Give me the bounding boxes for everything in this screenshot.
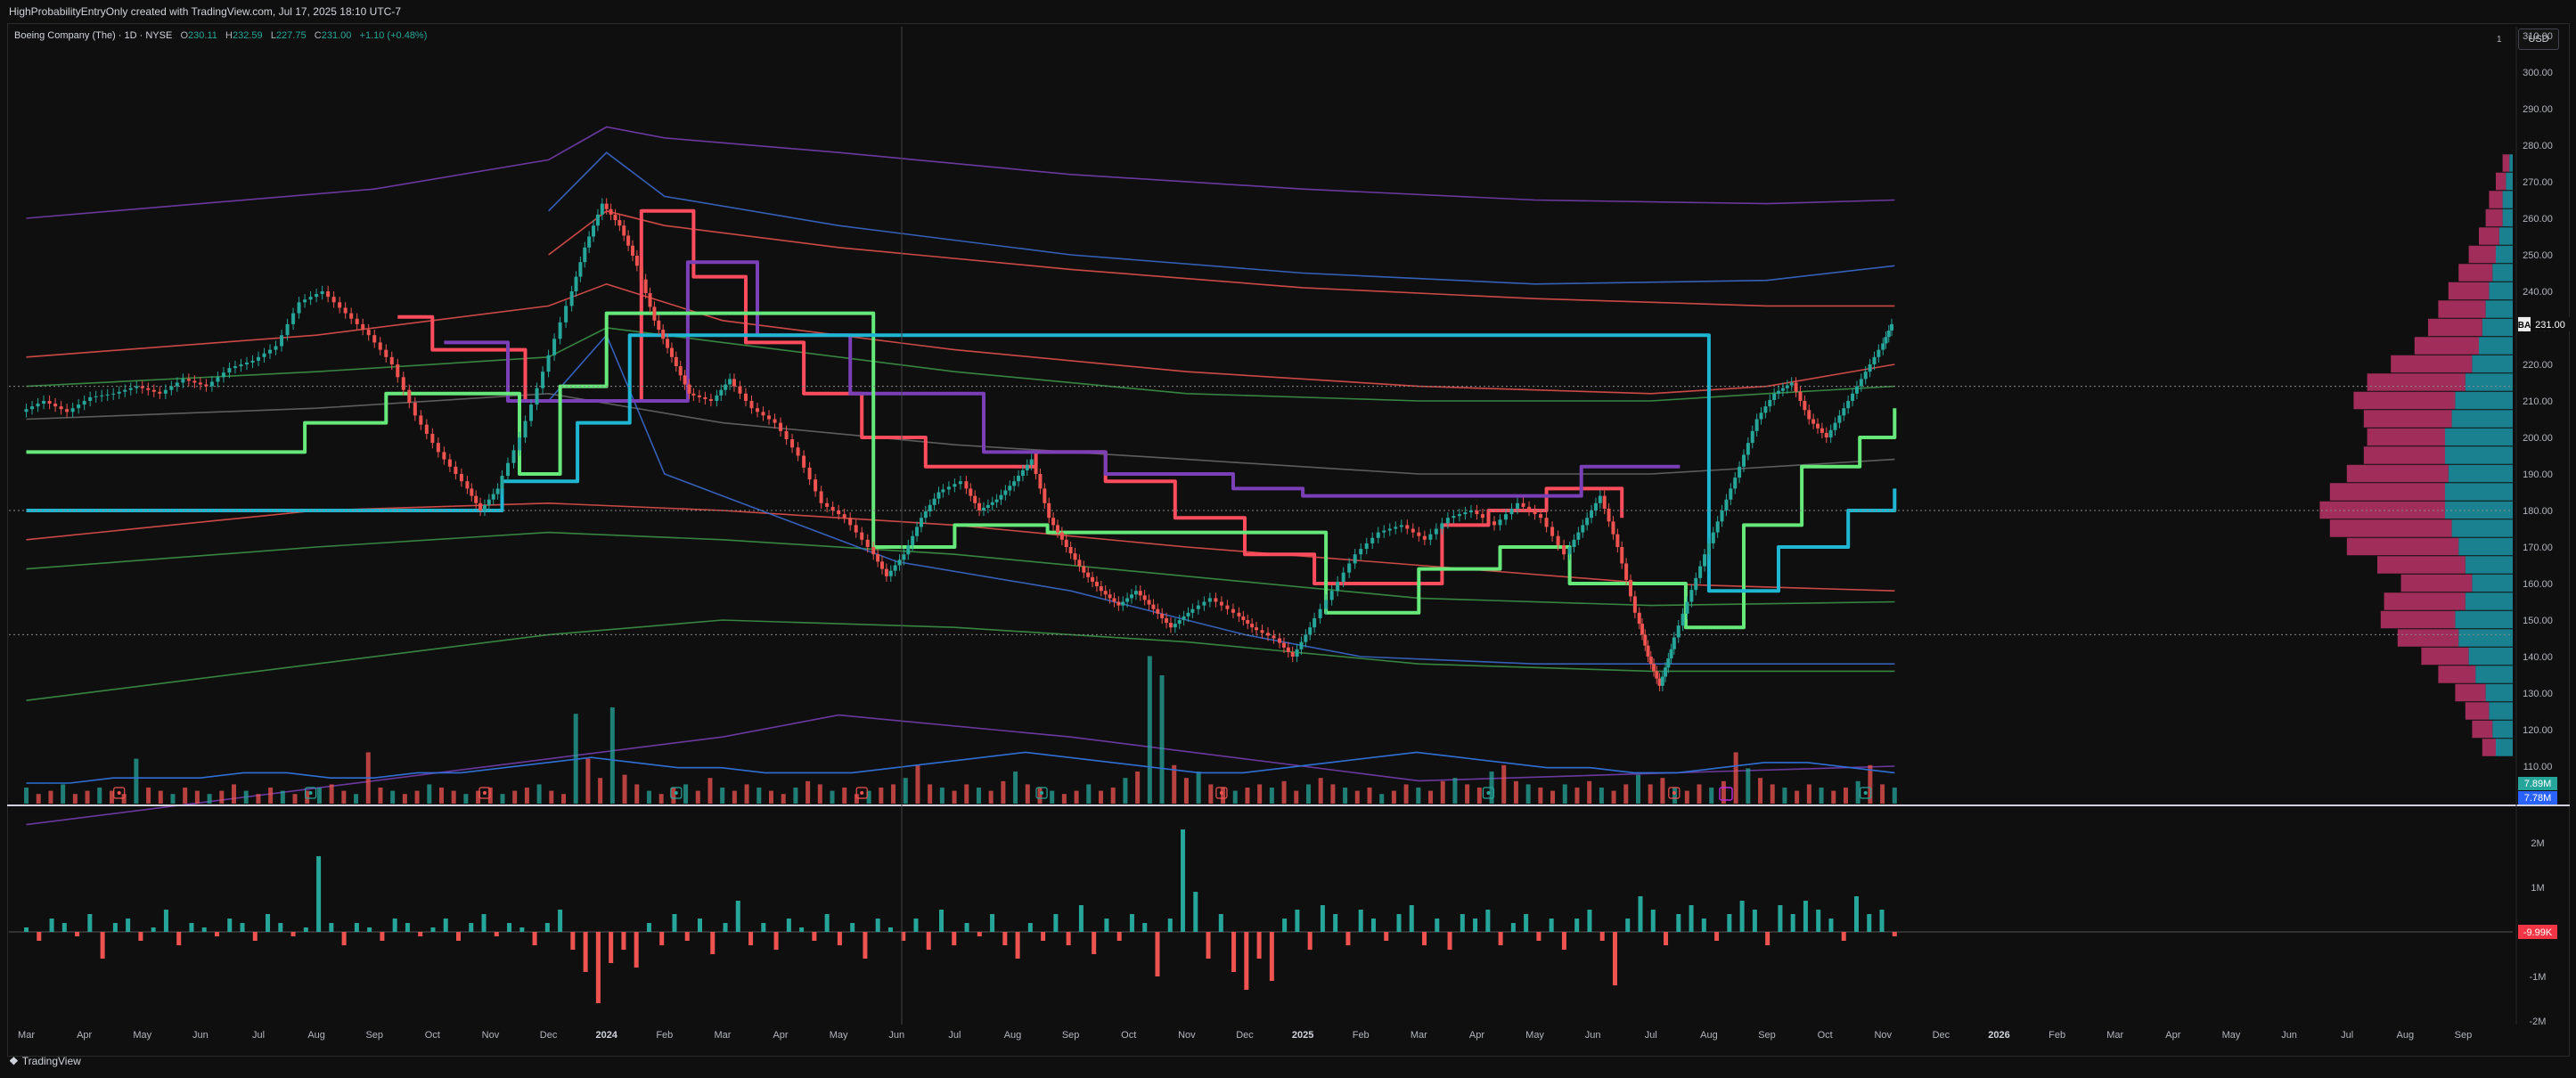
high-value: 232.59 <box>232 30 263 41</box>
symbol-legend: Boeing Company (The) · 1D · NYSE O230.11… <box>14 30 427 41</box>
tv-logo-icon: ❖ <box>9 1055 19 1067</box>
symbol-name[interactable]: Boeing Company (The) · 1D · NYSE <box>14 30 173 41</box>
close-label: C <box>314 30 322 41</box>
top-bar: HighProbabilityEntryOnly created with Tr… <box>0 0 2576 23</box>
chart-caption: HighProbabilityEntryOnly created with Tr… <box>9 5 401 18</box>
chart-frame <box>7 23 2570 1057</box>
close-value: 231.00 <box>321 30 352 41</box>
open-value: 230.11 <box>188 30 217 41</box>
footer-brand: TradingView <box>21 1055 81 1067</box>
low-label: L <box>270 30 276 41</box>
currency-button[interactable]: USD <box>2518 29 2559 50</box>
footer: ❖ TradingView <box>9 1055 81 1067</box>
high-label: H <box>225 30 233 41</box>
open-label: O <box>180 30 189 41</box>
low-value: 227.75 <box>275 30 307 41</box>
pane-count: 1 <box>2497 35 2502 45</box>
change-value: +1.10 (+0.48%) <box>359 30 428 41</box>
